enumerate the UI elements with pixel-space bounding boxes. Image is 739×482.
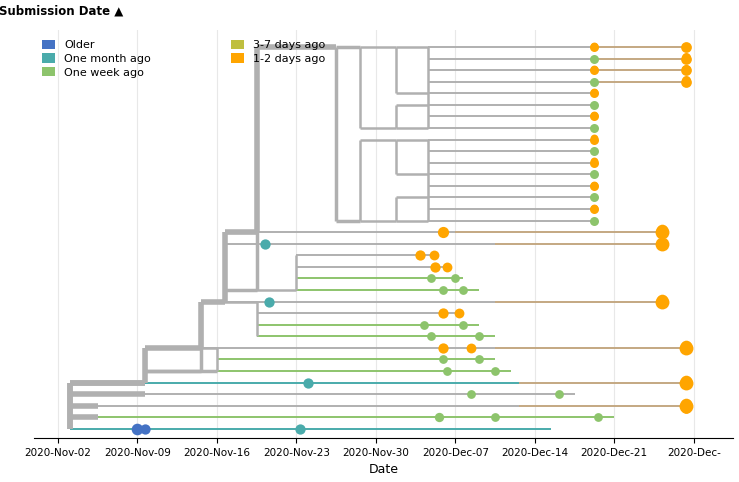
Point	[588, 88, 600, 96]
Text: Submission Date ▲: Submission Date ▲	[0, 4, 123, 17]
Point	[259, 240, 270, 248]
Point	[680, 400, 692, 408]
Point	[588, 182, 600, 190]
Point	[588, 134, 600, 142]
Point	[680, 43, 692, 51]
Point	[680, 78, 692, 86]
Point	[680, 65, 692, 73]
Point	[680, 53, 692, 61]
Point	[426, 275, 437, 282]
Point	[588, 124, 600, 132]
Point	[437, 344, 449, 352]
Point	[680, 55, 692, 63]
Point	[489, 367, 501, 375]
Point	[434, 414, 446, 421]
Point	[302, 379, 314, 387]
Point	[553, 390, 565, 398]
Point	[588, 55, 600, 63]
Point	[680, 403, 692, 411]
Point	[437, 309, 449, 317]
Point	[588, 42, 600, 50]
Point	[680, 377, 692, 385]
Point	[140, 425, 151, 433]
Point	[656, 296, 668, 304]
Point	[294, 425, 306, 433]
Point	[457, 286, 469, 294]
Point	[588, 158, 600, 165]
Point	[588, 217, 600, 225]
Point	[593, 414, 605, 421]
Point	[588, 90, 600, 97]
Point	[588, 67, 600, 74]
Point	[588, 147, 600, 155]
Point	[588, 65, 600, 73]
Point	[449, 275, 461, 282]
Point	[588, 205, 600, 213]
Point	[414, 252, 426, 259]
Point	[437, 228, 449, 236]
Point	[466, 390, 477, 398]
Point	[262, 298, 274, 306]
Point	[680, 67, 692, 74]
X-axis label: Date: Date	[369, 464, 399, 476]
Point	[588, 171, 600, 178]
Point	[588, 113, 600, 120]
Point	[588, 181, 600, 188]
Point	[473, 333, 485, 340]
Point	[656, 240, 668, 248]
Point	[680, 77, 692, 84]
Point	[588, 43, 600, 51]
Point	[429, 263, 441, 271]
Point	[588, 194, 600, 201]
Point	[656, 228, 668, 236]
Point	[588, 159, 600, 167]
Point	[588, 204, 600, 212]
Point	[588, 136, 600, 144]
Legend: 3-7 days ago, 1-2 days ago: 3-7 days ago, 1-2 days ago	[228, 37, 327, 66]
Point	[680, 344, 692, 352]
Point	[426, 333, 437, 340]
Point	[441, 263, 453, 271]
Point	[428, 252, 440, 259]
Point	[680, 402, 692, 410]
Point	[588, 78, 600, 86]
Point	[418, 321, 429, 329]
Point	[588, 111, 600, 119]
Point	[680, 379, 692, 387]
Point	[656, 227, 668, 234]
Point	[441, 367, 453, 375]
Point	[437, 286, 449, 294]
Point	[656, 298, 668, 306]
Point	[132, 425, 143, 433]
Point	[588, 101, 600, 109]
Point	[454, 309, 466, 317]
Point	[680, 342, 692, 350]
Point	[466, 344, 477, 352]
Point	[489, 414, 501, 421]
Point	[437, 356, 449, 363]
Point	[473, 356, 485, 363]
Point	[457, 321, 469, 329]
